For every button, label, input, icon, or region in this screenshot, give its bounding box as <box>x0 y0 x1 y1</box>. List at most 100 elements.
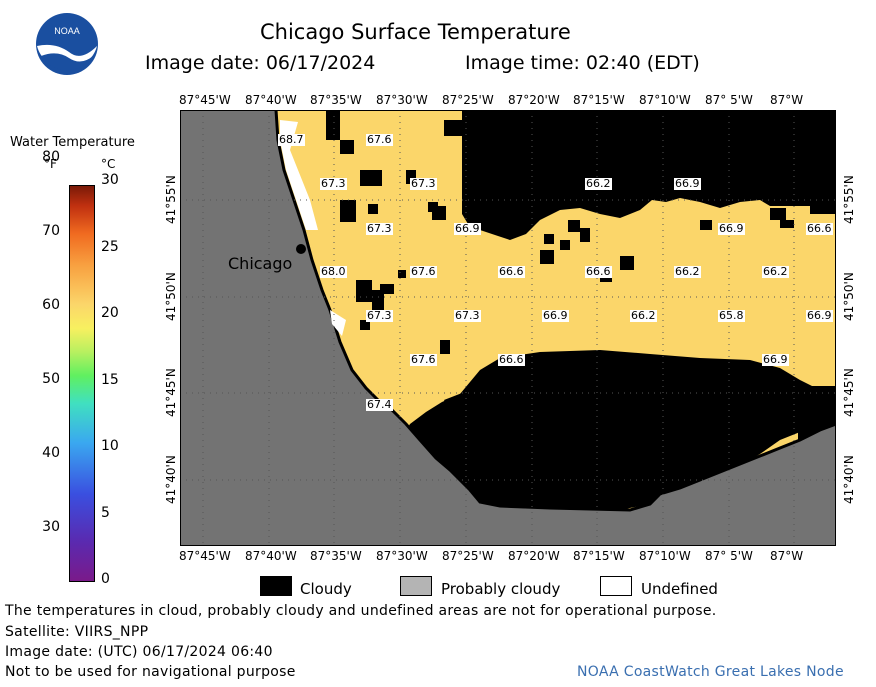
undefined-area <box>330 310 346 336</box>
lon-tick-top: 87°15'W <box>573 93 625 107</box>
temperature-label: 66.9 <box>806 309 833 322</box>
cloud-patch <box>326 110 340 140</box>
temperature-label: 67.4 <box>366 398 393 411</box>
lat-tick-right: 41°55'N <box>842 175 856 224</box>
lon-tick-bottom: 87°45'W <box>179 549 231 563</box>
cloud-patch <box>372 290 384 310</box>
cloud-patch <box>780 220 794 228</box>
chicago-marker <box>296 244 306 254</box>
legend-c-tick: 0 <box>101 571 110 587</box>
cloud-patch <box>452 434 466 450</box>
key-undefined-label: Undefined <box>641 580 718 598</box>
cloud-patch <box>368 204 378 214</box>
legend-unit-c: °C <box>101 157 116 171</box>
map-canvas <box>180 109 837 546</box>
temperature-label: 65.8 <box>718 309 745 322</box>
cloud-patch <box>770 208 786 220</box>
lon-tick-bottom: 87°35'W <box>310 549 362 563</box>
legend-c-tick: 30 <box>101 172 119 188</box>
temperature-label: 66.6 <box>806 222 833 235</box>
temperature-label: 66.9 <box>762 353 789 366</box>
temperature-label: 66.2 <box>674 265 701 278</box>
key-cloudy-label: Cloudy <box>300 580 352 598</box>
key-probably-cloudy-swatch <box>400 576 432 596</box>
color-bar <box>69 185 95 582</box>
image-time: Image time: 02:40 (EDT) <box>465 52 700 74</box>
cloud-patch <box>620 256 634 270</box>
key-cloudy-swatch <box>260 576 292 596</box>
page-title: Chicago Surface Temperature <box>260 20 571 44</box>
temperature-label: 66.9 <box>674 177 701 190</box>
cloud-patch <box>440 340 450 354</box>
lat-tick-right: 41°45'N <box>842 368 856 417</box>
cloud-patch <box>432 206 446 220</box>
cloud-patches <box>326 110 794 492</box>
cloud-patch <box>580 228 590 242</box>
footer-satellite: Satellite: VIIRS_NPP <box>5 624 149 640</box>
footer-navigation-warning: Not to be used for navigational purpose <box>5 664 296 680</box>
lon-tick-bottom: 87°10'W <box>639 549 691 563</box>
temperature-label: 67.3 <box>366 309 393 322</box>
temperature-label: 67.3 <box>454 309 481 322</box>
legend-f-tick: 30 <box>42 519 60 535</box>
cloud-patch <box>398 270 406 278</box>
temperature-label: 67.6 <box>410 353 437 366</box>
cloud-patch <box>380 284 394 294</box>
key-probably-cloudy-label: Probably cloudy <box>441 580 561 598</box>
lon-tick-top: 87°30'W <box>376 93 428 107</box>
temperature-label: 68.7 <box>278 133 305 146</box>
noaa-logo-text: NOAA <box>54 26 80 36</box>
cloud-patch <box>520 210 532 222</box>
cloud-patch <box>360 170 382 186</box>
temperature-label: 68.0 <box>320 265 347 278</box>
lat-tick-left: 41°45'N <box>164 368 178 417</box>
legend-f-tick: 40 <box>42 445 60 461</box>
cloud-patch <box>660 450 672 462</box>
cloud-area <box>462 110 836 240</box>
lon-tick-top: 87°W <box>770 93 804 107</box>
legend-unit-f: °F <box>44 157 57 171</box>
cloud-patch <box>490 204 500 214</box>
temperature-label: 66.2 <box>630 309 657 322</box>
temperature-label: 66.9 <box>454 222 481 235</box>
temperature-label: 67.6 <box>410 265 437 278</box>
temperature-label: 66.9 <box>542 309 569 322</box>
temperature-label: 66.2 <box>585 177 612 190</box>
cloud-patch <box>360 320 370 330</box>
footer-utc-date: Image date: (UTC) 06/17/2024 06:40 <box>5 644 273 660</box>
temperature-label: 67.3 <box>320 177 347 190</box>
legend-f-tick: 50 <box>42 371 60 387</box>
noaa-logo: NOAA <box>35 12 99 76</box>
lon-tick-bottom: 87°W <box>770 549 804 563</box>
temperature-label: 66.9 <box>718 222 745 235</box>
lon-tick-top: 87°10'W <box>639 93 691 107</box>
legend-c-tick: 10 <box>101 438 119 454</box>
lon-tick-bottom: 87°25'W <box>442 549 494 563</box>
temperature-label: 66.2 <box>762 265 789 278</box>
image-date: Image date: 06/17/2024 <box>145 52 376 74</box>
cloud-patch <box>444 120 462 136</box>
footer-disclaimer: The temperatures in cloud, probably clou… <box>5 603 717 619</box>
legend-f-tick: 70 <box>42 223 60 239</box>
cloud-patch <box>506 422 516 432</box>
key-undefined-swatch <box>600 576 632 596</box>
cloud-patch <box>340 140 354 154</box>
legend-f-tick: 80 <box>42 149 60 165</box>
lat-tick-left: 41°50'N <box>164 272 178 321</box>
lon-tick-bottom: 87°30'W <box>376 549 428 563</box>
cloud-patch <box>340 200 356 222</box>
cloud-patch <box>568 220 580 232</box>
temperature-label: 66.6 <box>585 265 612 278</box>
temperature-label: 66.6 <box>498 265 525 278</box>
cloud-patch <box>566 482 578 492</box>
temperature-label: 67.6 <box>366 133 393 146</box>
shoreline <box>274 109 837 512</box>
legend-c-tick: 25 <box>101 238 119 255</box>
lon-tick-top: 87°20'W <box>508 93 560 107</box>
temperature-label: 66.6 <box>498 353 525 366</box>
lon-tick-bottom: 87°40'W <box>245 549 297 563</box>
legend-title: Water Temperature <box>10 135 135 150</box>
lon-tick-top: 87°35'W <box>310 93 362 107</box>
lat-tick-left: 41°40'N <box>164 455 178 504</box>
lon-tick-top: 87°45'W <box>179 93 231 107</box>
